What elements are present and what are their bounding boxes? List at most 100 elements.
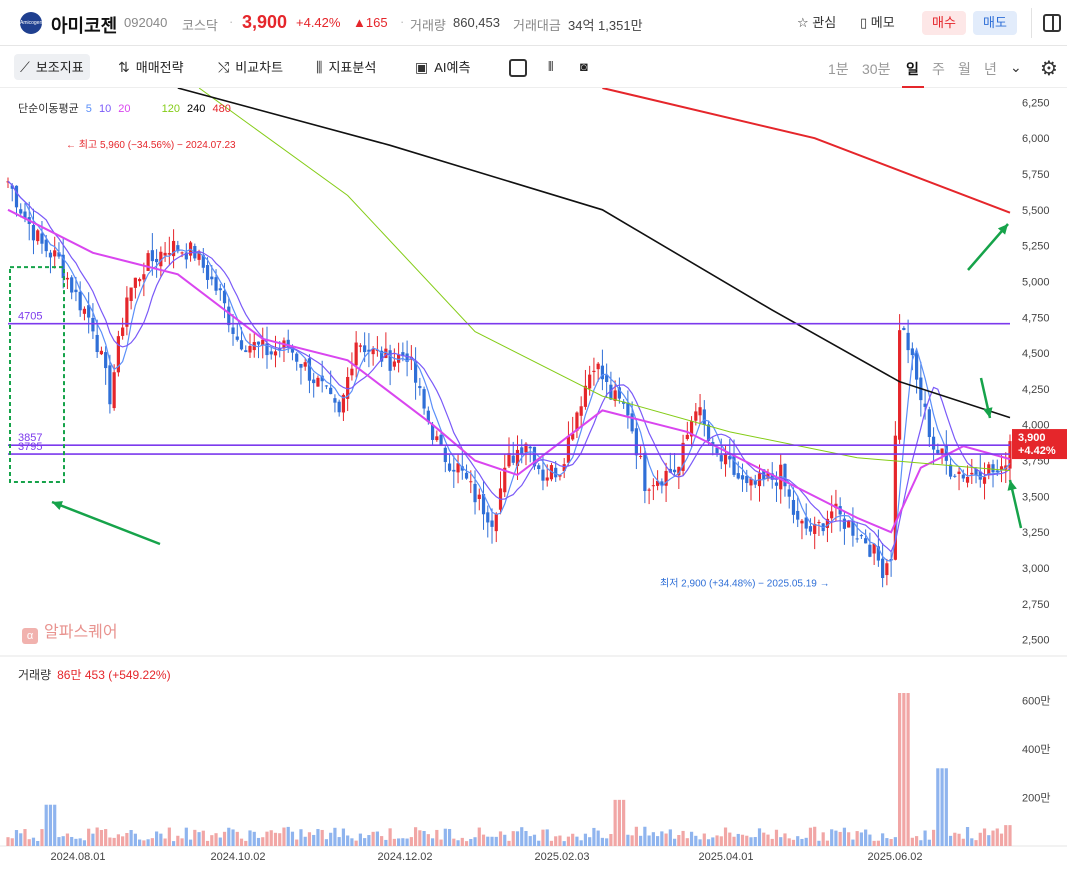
- volume-bar: [740, 834, 745, 846]
- candle-body: [791, 499, 796, 515]
- candle-body: [868, 544, 872, 557]
- volume-bar: [439, 839, 443, 846]
- volume-bar: [864, 829, 868, 846]
- last-price-value: 3,900: [1018, 432, 1046, 444]
- volume-bar: [944, 768, 948, 846]
- candle-body: [329, 387, 333, 395]
- candle-body: [167, 253, 171, 255]
- candle-body: [155, 258, 159, 263]
- volume-bar: [14, 830, 19, 846]
- volume-bar: [346, 835, 350, 846]
- volume-bar: [430, 838, 435, 846]
- candle-body: [626, 402, 630, 416]
- volume-bar: [422, 831, 426, 846]
- candle-body: [528, 446, 532, 449]
- candle-body: [430, 424, 435, 440]
- memo-button[interactable]: ▯ 메모: [860, 12, 895, 31]
- volume-bar: [919, 840, 923, 846]
- volume-bar: [477, 827, 481, 846]
- buy-button[interactable]: 매수: [922, 11, 966, 35]
- price-tick-label: 5,250: [1022, 241, 1050, 253]
- date-tick-label: 2024.10.02: [210, 851, 265, 863]
- ai-button[interactable]: ▣ AI예측: [415, 54, 470, 80]
- period-30min[interactable]: 30분: [862, 61, 891, 77]
- candle-body: [770, 473, 774, 480]
- candle-body: [142, 274, 146, 280]
- volume-bar: [940, 768, 944, 846]
- volume-bar: [210, 835, 214, 846]
- volume-bar: [723, 827, 728, 846]
- candle-body: [630, 413, 634, 432]
- volume-bar: [193, 829, 197, 846]
- compare-button[interactable]: ⤭ 비교차트: [218, 54, 283, 80]
- volume-bar: [545, 829, 549, 846]
- volume-bar: [201, 830, 205, 846]
- candle-body: [817, 522, 821, 524]
- volume-bar: [82, 840, 87, 846]
- favorite-button[interactable]: ☆ 관심: [797, 12, 836, 31]
- candle-body: [341, 394, 346, 413]
- volume-bar: [401, 838, 405, 846]
- volume-bar: [528, 836, 532, 846]
- volume-bar: [350, 838, 354, 846]
- candle-body: [40, 233, 44, 244]
- volume-bar: [205, 840, 210, 846]
- candle-body: [469, 481, 473, 483]
- indicator-button[interactable]: ⟋ 보조지표: [14, 54, 90, 80]
- panel-toggle-icon[interactable]: [1043, 14, 1061, 32]
- camera-icon[interactable]: ◙: [580, 59, 588, 74]
- volume-bar: [859, 832, 863, 846]
- stock-code: 092040: [124, 15, 168, 30]
- volume-bar: [868, 834, 872, 846]
- price-chart[interactable]: 6,250 6,000 5,750 5,500 5,250 5,000 4,750 4,500…: [0, 88, 1067, 874]
- candle-body: [48, 252, 53, 258]
- ma20-label: 20: [118, 103, 131, 115]
- volume-bar: [188, 839, 193, 846]
- candle-body: [176, 245, 180, 252]
- candle-body: [99, 350, 104, 355]
- candle-body: [129, 287, 133, 302]
- period-week[interactable]: 주: [932, 61, 945, 77]
- candle-body: [685, 434, 689, 440]
- date-tick-label: 2025.06.02: [867, 851, 922, 863]
- candle-body: [490, 520, 494, 527]
- candle-body: [706, 424, 711, 441]
- volume-bar: [893, 837, 897, 846]
- price-tick-label: 6,000: [1022, 133, 1050, 145]
- volume-bar: [53, 804, 57, 846]
- candle-body: [392, 361, 396, 367]
- volume-bar: [541, 829, 545, 846]
- volume-bar: [371, 831, 375, 846]
- volume-bar: [774, 829, 779, 846]
- volume-bar: [987, 835, 991, 846]
- price-tick-label: 2,500: [1022, 635, 1050, 647]
- volume-bar: [914, 836, 919, 846]
- candle-body: [214, 277, 218, 291]
- volume-bar: [982, 828, 987, 846]
- candle-body: [796, 510, 800, 520]
- candle-type-icon[interactable]: ⫴: [548, 59, 554, 74]
- gear-icon[interactable]: ⚙: [1040, 58, 1058, 80]
- period-1min[interactable]: 1분: [828, 61, 849, 77]
- volume-bar: [995, 828, 999, 846]
- candle-body: [715, 447, 719, 454]
- period-month[interactable]: 월: [958, 61, 971, 77]
- sell-button[interactable]: 매도: [973, 11, 1017, 35]
- candle-body: [515, 449, 520, 467]
- candle-body: [456, 463, 460, 473]
- period-day[interactable]: 일: [906, 61, 919, 77]
- analysis-button[interactable]: ⫼ 지표분석: [316, 54, 376, 80]
- checkbox-icon[interactable]: [509, 59, 527, 77]
- strategy-button[interactable]: ⇅ 매매전략: [118, 54, 184, 80]
- volume-bar: [44, 804, 48, 846]
- volume-bar: [651, 832, 655, 846]
- volume-bar: [885, 838, 889, 846]
- volume-bar: [290, 831, 295, 846]
- period-year[interactable]: 년: [984, 61, 997, 77]
- volume-bar: [184, 827, 188, 846]
- volume-bar: [609, 834, 613, 846]
- candle-body: [333, 398, 337, 403]
- candle-body: [367, 349, 371, 352]
- amount-label: 거래대금: [513, 18, 561, 33]
- chevron-down-icon[interactable]: ⌄: [1010, 59, 1022, 75]
